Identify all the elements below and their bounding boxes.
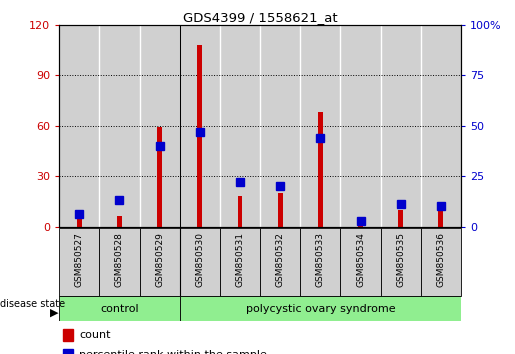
Bar [358,223,363,227]
Bar [59,228,99,296]
Bar [398,210,403,227]
Bar [340,25,381,227]
Bar [59,296,180,321]
Text: ▶: ▶ [50,307,58,318]
Bar [278,193,283,227]
Text: GSM850528: GSM850528 [115,232,124,287]
Bar [340,228,381,296]
Bar [59,25,99,227]
Text: polycystic ovary syndrome: polycystic ovary syndrome [246,304,395,314]
Text: GSM850527: GSM850527 [75,232,84,287]
Bar [63,349,73,354]
Bar [300,25,340,227]
Title: GDS4399 / 1558621_at: GDS4399 / 1558621_at [183,11,337,24]
Bar [220,228,260,296]
Bar [99,228,140,296]
Bar [318,112,323,227]
Bar [63,329,73,341]
Bar [260,25,300,227]
Bar [180,296,461,321]
Bar [197,45,202,227]
Text: GSM850532: GSM850532 [276,232,285,287]
Text: GSM850534: GSM850534 [356,232,365,287]
Text: GSM850529: GSM850529 [155,232,164,287]
Text: GSM850533: GSM850533 [316,232,325,287]
Bar [381,228,421,296]
Text: percentile rank within the sample: percentile rank within the sample [79,350,267,354]
Text: GSM850531: GSM850531 [235,232,245,287]
Bar [220,25,260,227]
Text: count: count [79,330,111,340]
Bar [99,25,140,227]
Bar [260,228,300,296]
Bar [140,25,180,227]
Bar [237,196,243,227]
Bar [421,228,461,296]
Bar [117,216,122,227]
Text: GSM850535: GSM850535 [396,232,405,287]
Bar [300,228,340,296]
Bar [180,25,220,227]
Bar [421,25,461,227]
Text: control: control [100,304,139,314]
Bar [438,210,443,227]
Text: GSM850536: GSM850536 [436,232,445,287]
Text: GSM850530: GSM850530 [195,232,204,287]
Bar [140,228,180,296]
Bar [77,213,82,227]
Bar [157,127,162,227]
Bar [180,228,220,296]
Text: disease state: disease state [0,299,65,309]
Bar [381,25,421,227]
